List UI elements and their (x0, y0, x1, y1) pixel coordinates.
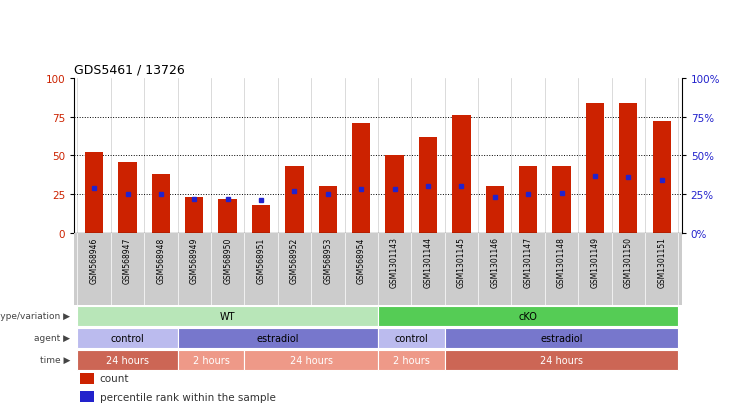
Text: percentile rank within the sample: percentile rank within the sample (99, 392, 276, 402)
Bar (511, 78, 545, 233)
Text: GSM568953: GSM568953 (323, 237, 332, 283)
Text: cKO: cKO (519, 311, 537, 321)
Bar (411, 78, 445, 233)
Text: GSM568954: GSM568954 (356, 237, 366, 283)
Text: GSM1301144: GSM1301144 (424, 237, 433, 288)
Bar (378, 350, 445, 370)
Text: GSM1301151: GSM1301151 (657, 237, 666, 287)
Text: genotype/variation ▶: genotype/variation ▶ (0, 311, 70, 320)
Text: GSM568947: GSM568947 (123, 237, 132, 283)
Bar (611, 78, 645, 233)
Bar (585, 103, 604, 233)
Bar (378, 78, 411, 233)
Bar (478, 78, 511, 233)
Bar (378, 328, 445, 348)
Bar (485, 187, 504, 233)
Bar (152, 175, 170, 233)
Text: GSM568948: GSM568948 (156, 237, 165, 283)
Text: GSM1301146: GSM1301146 (491, 237, 499, 288)
Text: control: control (110, 333, 144, 343)
Text: estradiol: estradiol (256, 333, 299, 343)
Bar (85, 153, 103, 233)
Text: GSM1301143: GSM1301143 (390, 237, 399, 288)
Bar (419, 138, 437, 233)
Bar (78, 306, 378, 326)
Bar (445, 328, 678, 348)
Text: time ▶: time ▶ (40, 356, 70, 365)
Bar (78, 328, 178, 348)
Bar (545, 78, 578, 233)
Text: GSM1301148: GSM1301148 (557, 237, 566, 287)
Bar (653, 122, 671, 233)
Text: 24 hours: 24 hours (290, 355, 333, 365)
Bar (119, 162, 136, 233)
Bar (178, 78, 211, 233)
Text: control: control (394, 333, 428, 343)
Text: GSM568946: GSM568946 (90, 237, 99, 283)
Bar (319, 187, 337, 233)
Bar (578, 78, 611, 233)
Bar (352, 123, 370, 233)
Text: 2 hours: 2 hours (393, 355, 430, 365)
Bar (185, 198, 204, 233)
Text: GSM1301145: GSM1301145 (457, 237, 466, 288)
Bar (144, 78, 178, 233)
Text: GSM1301150: GSM1301150 (624, 237, 633, 288)
Text: GSM568949: GSM568949 (190, 237, 199, 283)
Text: GSM568951: GSM568951 (256, 237, 265, 283)
Bar (645, 78, 678, 233)
Text: count: count (99, 373, 129, 384)
Bar (445, 78, 478, 233)
Bar (452, 116, 471, 233)
Bar (252, 205, 270, 233)
Bar (385, 156, 404, 233)
Bar (80, 392, 93, 402)
Bar (285, 167, 304, 233)
Bar (219, 199, 237, 233)
Text: 24 hours: 24 hours (540, 355, 583, 365)
Text: estradiol: estradiol (540, 333, 582, 343)
Bar (78, 78, 111, 233)
Text: GSM1301149: GSM1301149 (591, 237, 599, 288)
Bar (111, 78, 144, 233)
Bar (245, 78, 278, 233)
Bar (311, 78, 345, 233)
Bar (552, 167, 571, 233)
Text: GSM568950: GSM568950 (223, 237, 232, 283)
Bar (345, 78, 378, 233)
Bar (378, 306, 678, 326)
Bar (519, 167, 537, 233)
Bar (178, 350, 245, 370)
Bar (78, 350, 178, 370)
Bar (178, 328, 378, 348)
Text: WT: WT (220, 311, 236, 321)
Bar (445, 350, 678, 370)
Text: 2 hours: 2 hours (193, 355, 230, 365)
Text: agent ▶: agent ▶ (34, 334, 70, 342)
Bar (619, 103, 637, 233)
Text: GSM1301147: GSM1301147 (524, 237, 533, 288)
Text: 24 hours: 24 hours (106, 355, 149, 365)
Text: GDS5461 / 13726: GDS5461 / 13726 (74, 63, 185, 76)
Bar (278, 78, 311, 233)
Bar (80, 373, 93, 384)
Text: GSM568952: GSM568952 (290, 237, 299, 283)
Bar (211, 78, 245, 233)
Bar (245, 350, 378, 370)
